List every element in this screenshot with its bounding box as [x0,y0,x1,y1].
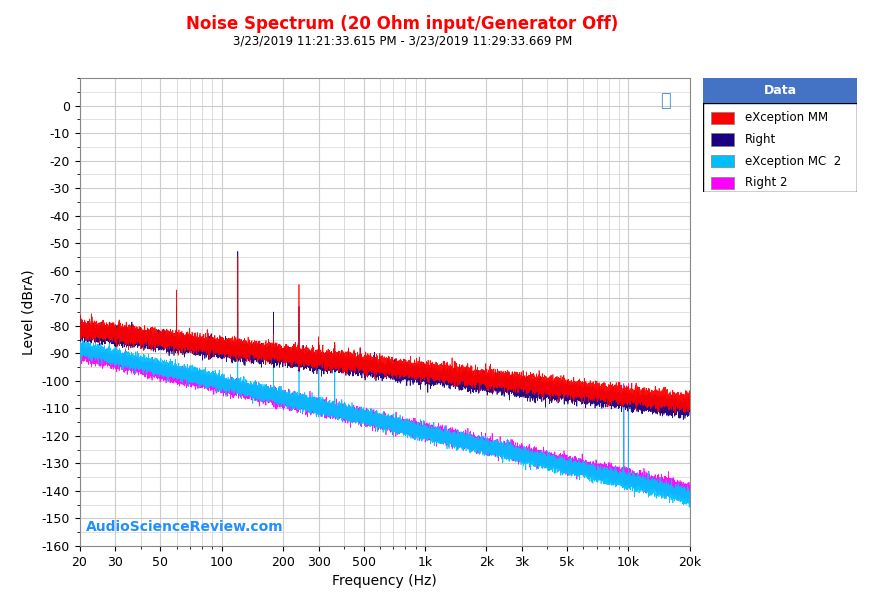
Text: 3/23/2019 11:21:33.615 PM - 3/23/2019 11:29:33.669 PM: 3/23/2019 11:21:33.615 PM - 3/23/2019 11… [232,35,572,48]
FancyBboxPatch shape [711,176,734,189]
Text: Noise Spectrum (20 Ohm input/Generator Off): Noise Spectrum (20 Ohm input/Generator O… [187,15,618,33]
FancyBboxPatch shape [703,78,857,192]
FancyBboxPatch shape [711,133,734,146]
FancyBboxPatch shape [711,155,734,167]
X-axis label: Frequency (Hz): Frequency (Hz) [332,574,437,588]
FancyBboxPatch shape [711,112,734,124]
Text: Ⓐ: Ⓐ [660,92,671,110]
Text: Right 2: Right 2 [744,176,787,190]
FancyBboxPatch shape [703,78,857,103]
Text: Right: Right [744,133,776,146]
Text: Data: Data [764,84,796,97]
Text: eXception MM: eXception MM [744,112,827,124]
Y-axis label: Level (dBrA): Level (dBrA) [22,269,36,355]
Text: AudioScienceReview.com: AudioScienceReview.com [86,520,283,534]
FancyBboxPatch shape [703,78,857,103]
Text: eXception MC  2: eXception MC 2 [744,155,841,168]
